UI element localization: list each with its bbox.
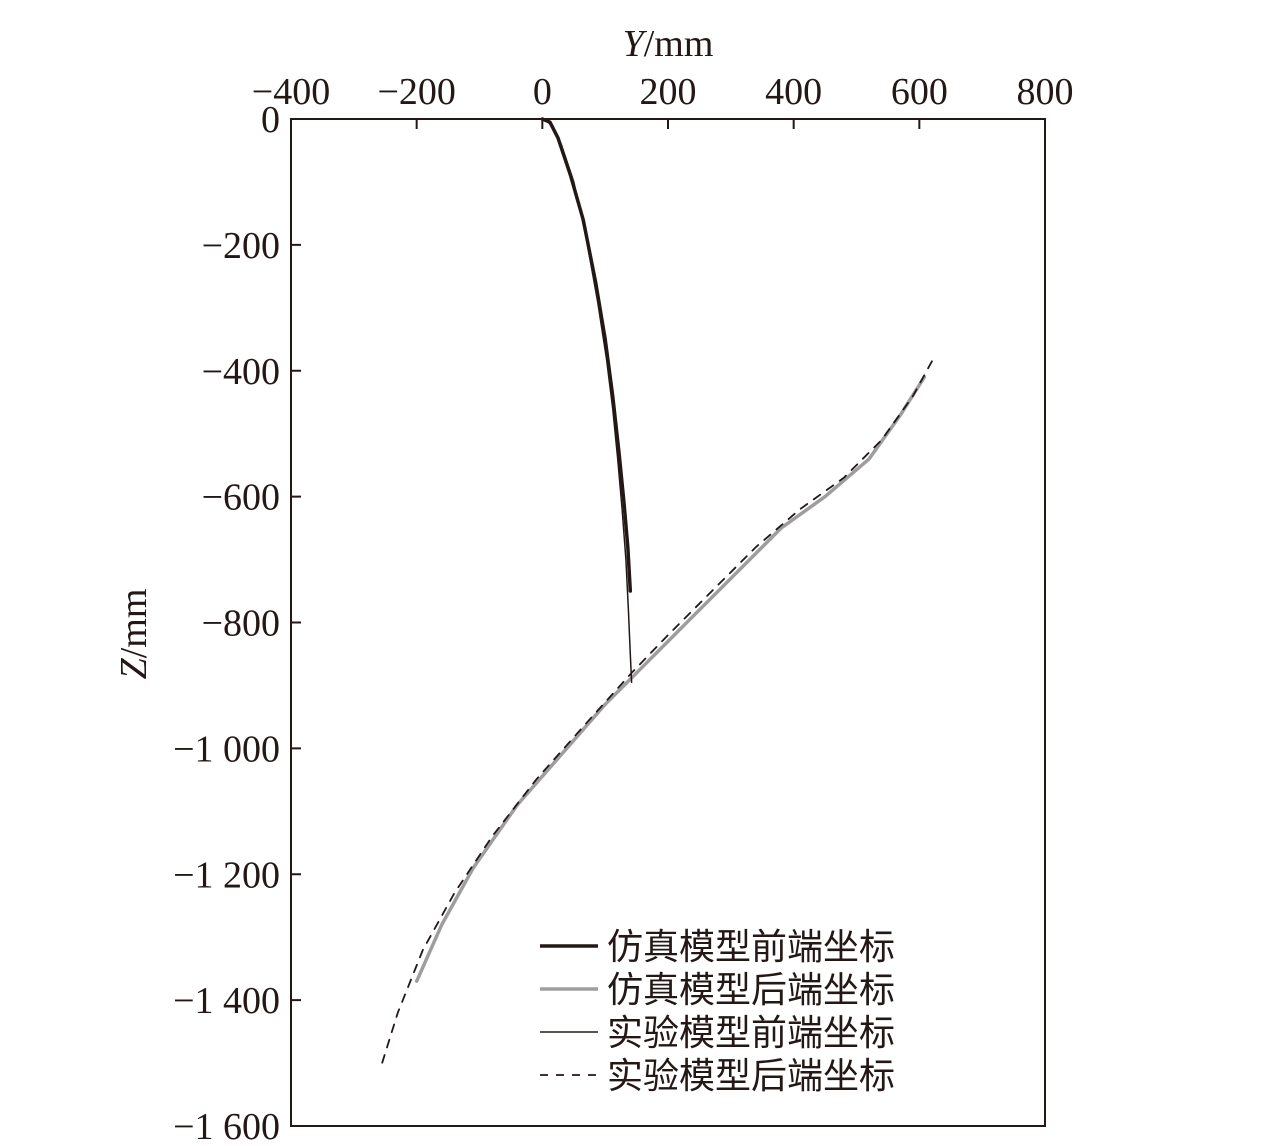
series-line (381, 360, 933, 1064)
y-tick-label: −1 200 (173, 854, 280, 896)
x-axis-label-unit: /mm (644, 23, 714, 65)
series-layer (381, 117, 933, 1064)
legend-label: 实验模型前端坐标 (607, 1013, 895, 1054)
x-tick-label: 0 (533, 71, 552, 113)
series-line (414, 375, 927, 983)
x-tick-label: 800 (1017, 71, 1074, 113)
series-line (542, 118, 633, 684)
x-tick-label: −400 (252, 71, 330, 113)
x-axis-ticks: −400 −200 0 200 400 600 800 (252, 71, 1074, 129)
y-tick-label: −400 (202, 351, 280, 393)
y-axis-label: Z/mm (113, 589, 155, 680)
legend-label: 仿真模型后端坐标 (607, 970, 895, 1011)
legend-label: 实验模型后端坐标 (607, 1056, 895, 1097)
y-tick-label: 0 (261, 99, 280, 141)
y-tick-label: −1 000 (173, 728, 280, 770)
y-tick-label: −200 (202, 225, 280, 267)
y-axis-label-unit: /mm (113, 589, 155, 659)
legend-label: 仿真模型前端坐标 (607, 927, 895, 968)
x-tick-label: 200 (640, 71, 697, 113)
y-tick-label: −800 (202, 603, 280, 645)
x-tick-label: 400 (765, 71, 822, 113)
y-tick-label: −600 (202, 477, 280, 519)
y-tick-label: −1 400 (173, 980, 280, 1022)
y-axis-ticks: 0 −200 −400 −600 −800 −1 000 −1 200 −1 400 −1 60… (173, 99, 301, 1146)
x-axis-label-var: Y (623, 23, 648, 65)
x-tick-label: −200 (377, 71, 455, 113)
x-tick-label: 600 (891, 71, 948, 113)
series-line (540, 117, 633, 593)
y-axis-label-var: Z (113, 657, 155, 679)
x-axis-label: Y/mm (623, 23, 714, 65)
y-tick-label: −1 600 (173, 1106, 280, 1146)
